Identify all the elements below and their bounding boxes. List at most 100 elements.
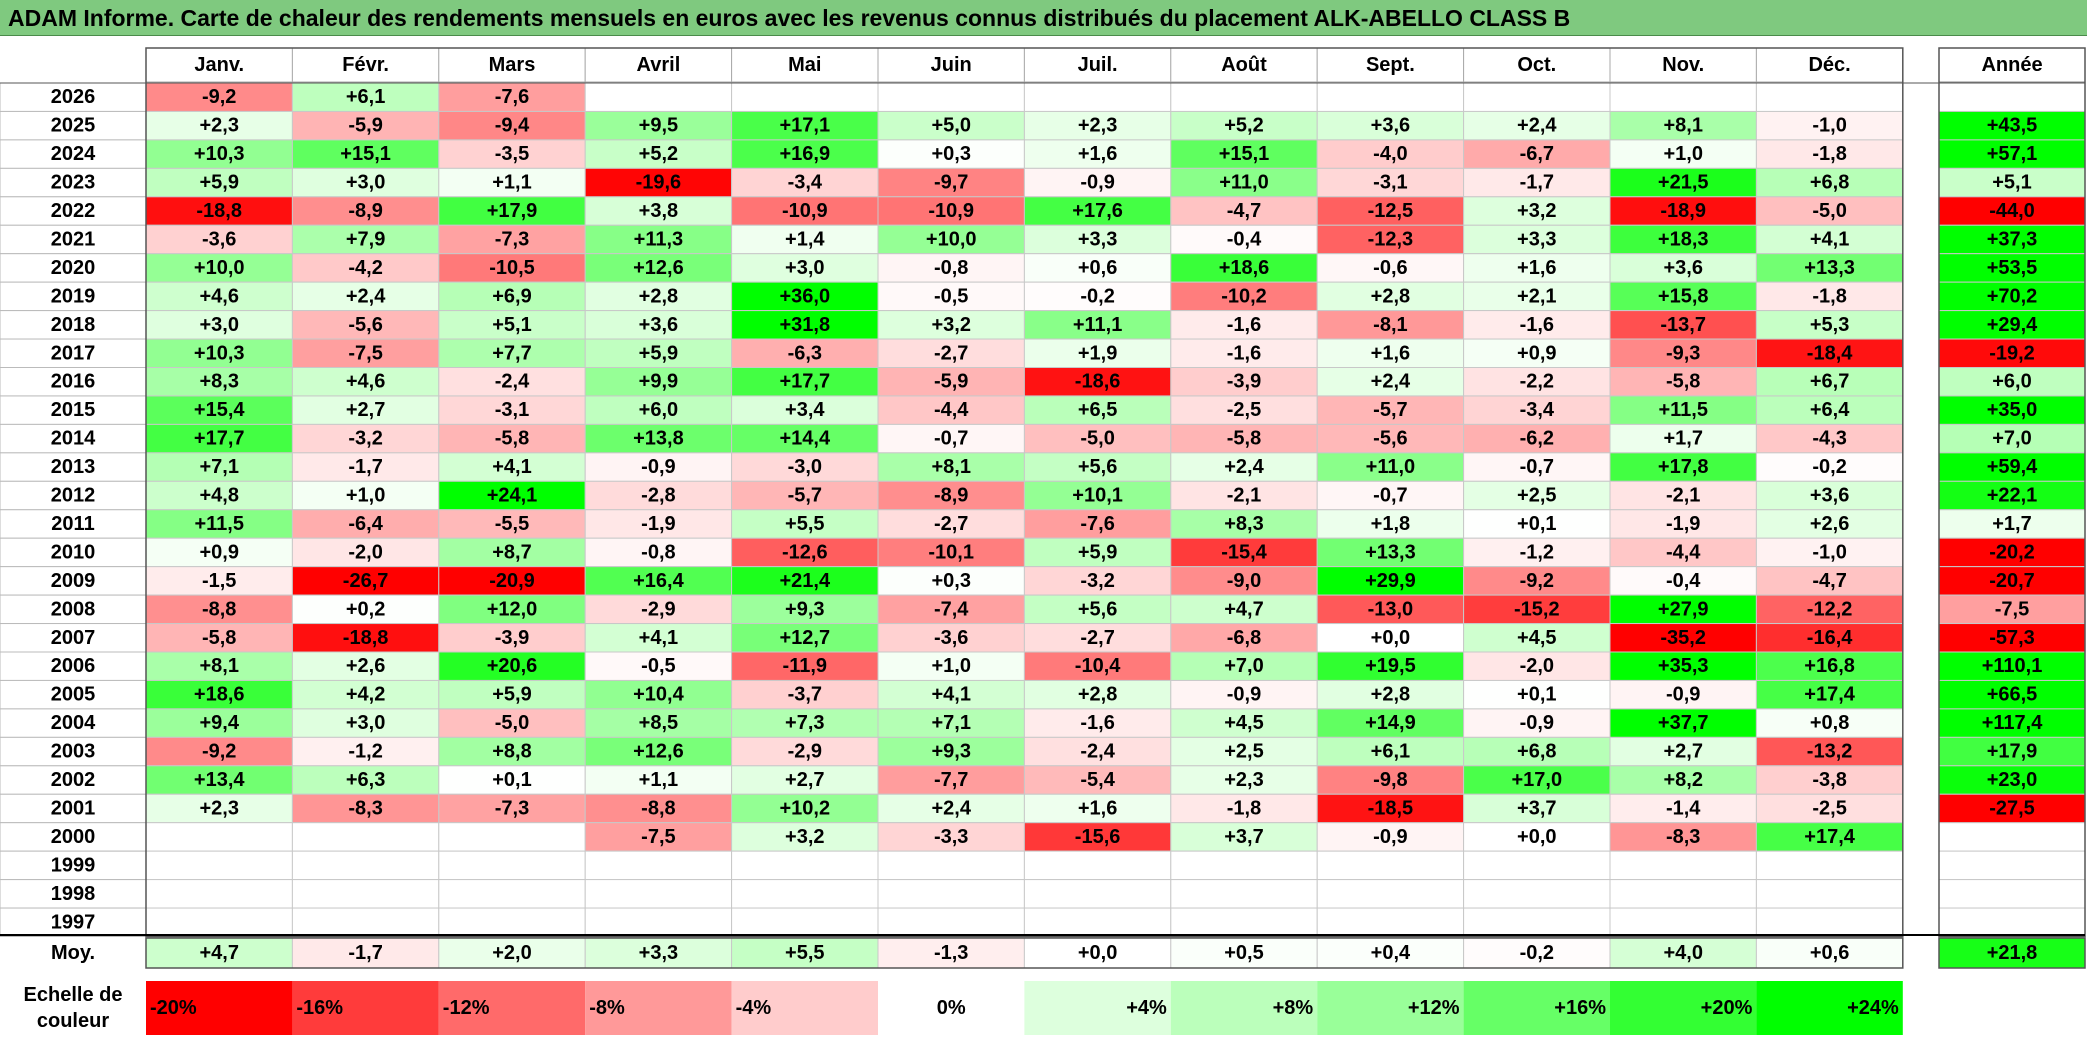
heatmap-cell — [877, 594, 1025, 625]
year-cell — [0, 310, 147, 340]
cell-value-label: -2,5 — [1227, 399, 1261, 421]
cell-value-label: +1,6 — [1078, 797, 1117, 819]
cell-value-label: -12,3 — [1368, 228, 1414, 250]
heatmap-cell — [1316, 907, 1465, 937]
cell-value-label: -2,8 — [641, 485, 675, 507]
cell-value-label: -0,4 — [1666, 570, 1701, 592]
cell-value-label: +11,0 — [1366, 456, 1416, 478]
cell-value-label: -1,7 — [1520, 172, 1554, 194]
cell-value-label: +0,8 — [1810, 712, 1849, 734]
annual-cell — [1938, 480, 2086, 511]
heatmap-cell — [1170, 82, 1318, 112]
annual-value-label: +5,1 — [1992, 172, 2031, 194]
cell-value-label: -2,4 — [495, 371, 530, 393]
cell-value-label: -9,2 — [202, 86, 236, 108]
year-cell — [0, 651, 147, 681]
cell-value-label: +9,9 — [639, 371, 678, 393]
month-header-cell — [584, 47, 733, 83]
year-cell — [0, 566, 147, 596]
heatmap-cell — [877, 82, 1025, 112]
heatmap-cell — [1023, 850, 1172, 881]
heatmap-cell — [1170, 537, 1318, 568]
cell-value-label: -8,9 — [348, 200, 382, 222]
heatmap-cell — [145, 395, 293, 425]
cell-value-label: +17,9 — [487, 200, 538, 222]
cell-value-label: +11,3 — [634, 228, 684, 250]
year-label: 2004 — [51, 712, 96, 734]
cell-value-label: -5,8 — [495, 428, 529, 450]
cell-value-label: +3,0 — [346, 172, 385, 194]
cell-value-label: +10,0 — [926, 228, 977, 250]
cell-value-label: -7,3 — [495, 228, 529, 250]
scale-stop-label: +20% — [1701, 997, 1753, 1019]
heatmap-cell — [1463, 110, 1611, 141]
cell-value-label: +2,6 — [346, 655, 385, 677]
cell-value-label: +3,2 — [1517, 200, 1556, 222]
cell-value-label: -5,8 — [1666, 371, 1700, 393]
scale-stop-label: +24% — [1847, 997, 1899, 1019]
year-label: 2020 — [51, 257, 96, 279]
cell-value-label: +17,0 — [1511, 769, 1562, 791]
cell-value-label: -1,0 — [1812, 541, 1846, 563]
average-cell — [1316, 937, 1465, 969]
cell-value-label: -8,8 — [202, 598, 236, 620]
annual-value-label: +110,1 — [1982, 655, 2043, 677]
heatmap-cell — [1463, 708, 1611, 738]
heatmap-cell — [584, 452, 733, 482]
heatmap-cell — [438, 822, 586, 852]
cell-value-label: -10,9 — [782, 200, 828, 222]
heatmap-cell — [877, 452, 1025, 482]
cell-value-label: -10,2 — [1221, 285, 1267, 307]
cell-value-label: +10,2 — [779, 797, 830, 819]
heatmap-cell — [145, 850, 293, 881]
heatmap-cell — [1023, 879, 1172, 909]
cell-value-label: -1,9 — [641, 513, 675, 535]
year-label: 2026 — [51, 86, 96, 108]
average-cell — [1023, 937, 1172, 969]
cell-value-label: -2,7 — [1080, 627, 1114, 649]
scale-swatch — [1610, 981, 1757, 1035]
cell-value-label: -0,8 — [641, 541, 675, 563]
year-cell — [0, 167, 147, 198]
cell-value-label: +3,8 — [639, 200, 678, 222]
cell-value-label: +10,3 — [194, 342, 245, 364]
cell-value-label: -3,1 — [495, 399, 529, 421]
heatmap-cell — [584, 395, 733, 425]
scale-stop-label: -4% — [736, 997, 772, 1019]
cell-value-label: -10,1 — [928, 541, 974, 563]
cell-value-label: +10,4 — [633, 684, 684, 706]
heatmap-cell — [1609, 793, 1757, 824]
scale-swatch — [1024, 981, 1171, 1035]
scale-swatch — [878, 981, 1025, 1035]
cell-value-label: +3,3 — [1078, 228, 1117, 250]
cell-value-label: -1,9 — [1666, 513, 1700, 535]
annual-cell — [1938, 196, 2086, 226]
year-label: 2016 — [51, 371, 96, 393]
heatmap-cell — [1170, 167, 1318, 198]
cell-value-label: -7,5 — [641, 826, 675, 848]
cell-value-label: +2,3 — [1078, 115, 1117, 137]
heatmap-cell — [1609, 879, 1757, 909]
annual-value-label: -7,5 — [1995, 598, 2029, 620]
heatmap-cell — [291, 679, 440, 710]
cell-value-label: +3,0 — [785, 257, 824, 279]
average-value-label: +0,4 — [1371, 942, 1411, 964]
annual-value-label: +37,3 — [1987, 228, 2038, 250]
annual-cell — [1938, 367, 2086, 397]
heatmap-cell — [438, 509, 586, 539]
cell-value-label: +36,0 — [779, 285, 830, 307]
heatmap-cell — [1316, 196, 1465, 226]
annual-cell — [1938, 651, 2086, 681]
heatmap-cell — [291, 736, 440, 767]
cell-value-label: +2,3 — [199, 115, 238, 137]
cell-value-label: +17,1 — [779, 115, 830, 137]
heatmap-cell — [1609, 367, 1757, 397]
annual-value-label: +22,1 — [1987, 485, 2038, 507]
cell-value-label: +17,7 — [194, 428, 245, 450]
heatmap-cell — [1170, 822, 1318, 852]
cell-value-label: +15,1 — [340, 143, 391, 165]
cell-value-label: -0,9 — [1080, 172, 1114, 194]
cell-value-label: -9,0 — [1227, 570, 1261, 592]
year-label: 2017 — [51, 342, 96, 364]
cell-value-label: +11,5 — [1658, 399, 1708, 421]
